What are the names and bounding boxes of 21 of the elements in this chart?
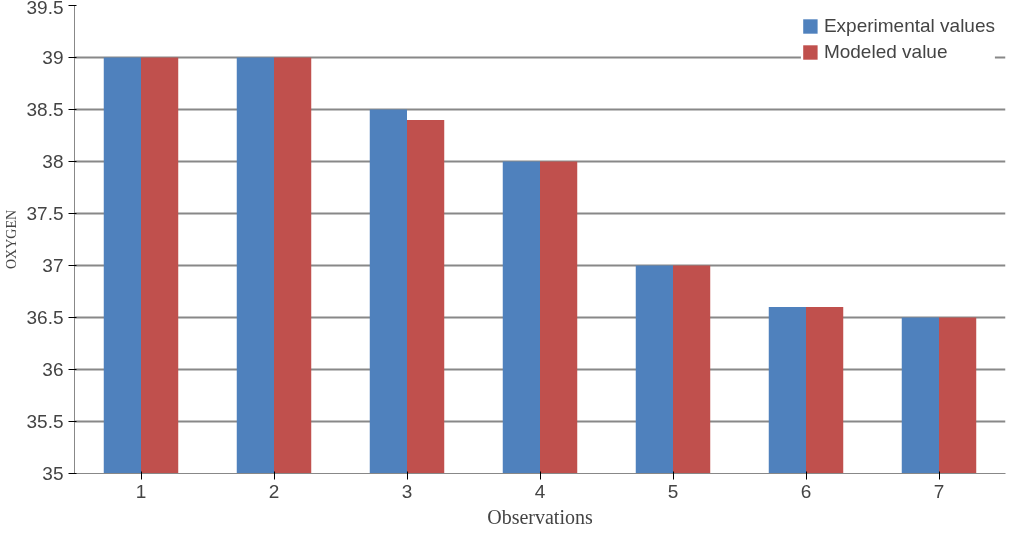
x-tick-label: 2: [268, 480, 280, 502]
y-tick-label: 38: [42, 151, 64, 172]
y-tick-label: 37: [42, 255, 64, 276]
x-tick-label: 6: [800, 480, 812, 502]
x-tick-label: 7: [933, 480, 945, 502]
x-tick-label: 5: [667, 480, 679, 502]
x-tick-label: 4: [534, 480, 546, 502]
y-tick-label: 39.5: [26, 0, 64, 18]
x-tick-label: 3: [401, 480, 413, 502]
y-axis-title: OXYGEN: [3, 209, 19, 270]
y-tick-label: 36: [42, 359, 64, 380]
y-tick-label: 35.5: [26, 411, 64, 432]
legend-label: Experimental values: [823, 15, 995, 37]
y-tick-label: 39: [42, 47, 64, 68]
x-axis-title: Observations: [487, 505, 593, 528]
y-tick-label: 36.5: [26, 307, 64, 328]
y-tick-label: 35: [42, 463, 64, 484]
legend-label: Modeled value: [823, 41, 948, 63]
y-tick-label: 37.5: [26, 203, 64, 224]
x-tick-label: 1: [135, 480, 147, 502]
y-tick-label: 38.5: [26, 99, 64, 120]
